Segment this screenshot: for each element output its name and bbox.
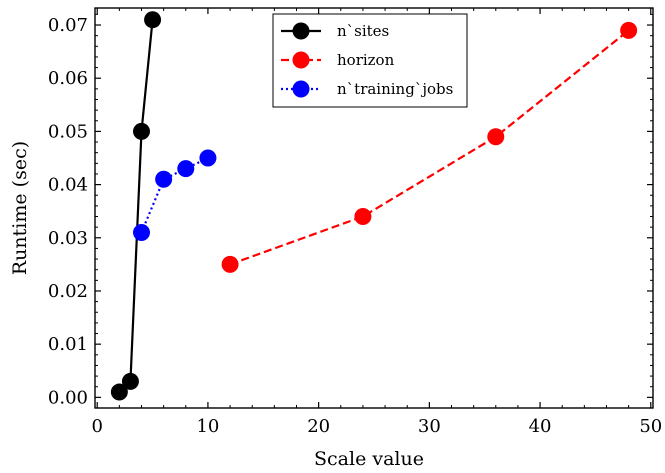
plot-frame xyxy=(94,7,654,409)
data-point xyxy=(221,255,239,273)
data-point xyxy=(177,160,195,178)
axis-ticks: 0 10 20 30 40 50 0.00 0.01 0.02 0.03 0.04 0.05 0.06 0… xyxy=(48,8,662,437)
legend-label: n`sites xyxy=(337,22,389,40)
data-point xyxy=(110,383,128,401)
legend-swatch-marker xyxy=(292,80,310,98)
series-line-2 xyxy=(140,157,209,233)
legend-label: horizon xyxy=(337,51,395,69)
y-tick-label: 0.02 xyxy=(48,281,88,302)
x-tick-label: 0 xyxy=(91,416,102,437)
y-tick-label: 0.06 xyxy=(48,68,88,89)
data-point xyxy=(620,21,638,39)
x-axis-title: Scale value xyxy=(314,448,424,470)
y-tick-label: 0.04 xyxy=(48,175,88,196)
y-tick-label: 0.00 xyxy=(48,387,88,408)
data-point xyxy=(199,149,217,167)
series-line-1 xyxy=(229,29,630,266)
data-point xyxy=(121,372,139,390)
legend-swatch-marker xyxy=(292,22,310,40)
legend-label: n`training`jobs xyxy=(337,80,453,98)
data-point xyxy=(354,208,372,226)
plot-marks xyxy=(110,11,638,401)
y-tick-label: 0.05 xyxy=(48,121,88,142)
y-tick-label: 0.03 xyxy=(48,228,88,249)
series-line-0 xyxy=(118,19,154,393)
data-point xyxy=(144,11,162,29)
y-axis-title: Runtime (sec) xyxy=(9,141,31,275)
legend: n`sites horizon n`training`jobs xyxy=(272,13,468,108)
x-tick-label: 20 xyxy=(307,416,330,437)
y-tick-label: 0.07 xyxy=(48,15,88,36)
x-tick-label: 30 xyxy=(418,416,441,437)
x-tick-label: 10 xyxy=(196,416,219,437)
x-tick-label: 50 xyxy=(639,416,662,437)
data-point xyxy=(487,128,505,146)
data-point xyxy=(155,170,173,188)
data-point xyxy=(133,122,150,140)
y-tick-label: 0.01 xyxy=(48,334,88,355)
data-point xyxy=(133,223,150,241)
legend-swatch-marker xyxy=(292,51,310,69)
x-tick-label: 40 xyxy=(529,416,552,437)
